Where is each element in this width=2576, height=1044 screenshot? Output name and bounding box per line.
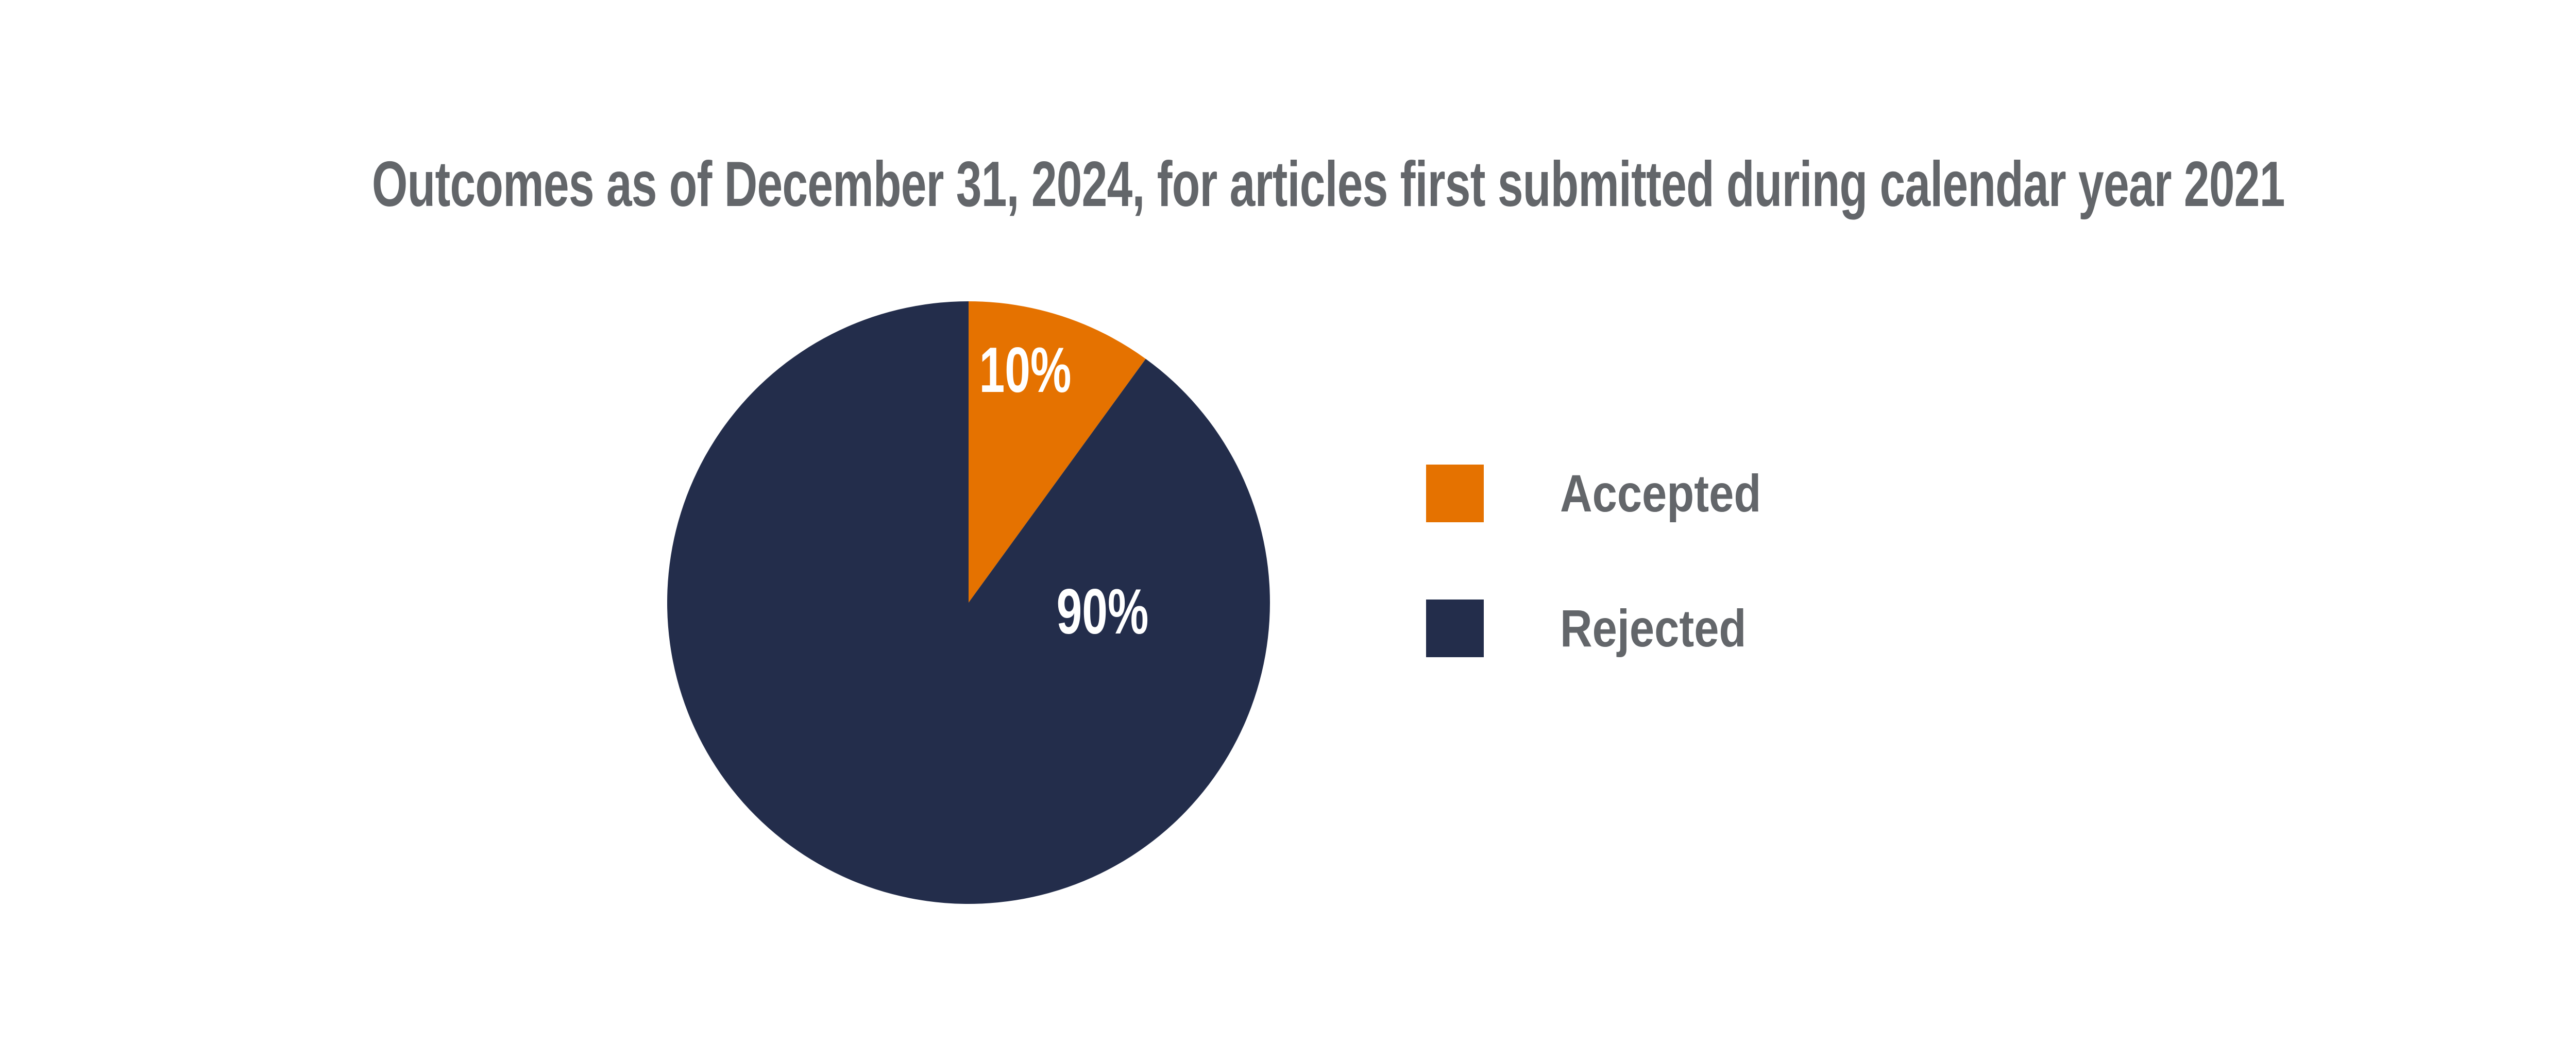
pie-chart-area [667, 301, 1270, 904]
legend: Accepted Rejected [1426, 465, 1797, 734]
chart-title: Outcomes as of December 31, 2024, for ar… [0, 149, 2576, 220]
legend-swatch-accepted [1426, 465, 1484, 522]
chart-title-text: Outcomes as of December 31, 2024, for ar… [371, 149, 2285, 220]
slice-label-accepted: 10% [979, 335, 1072, 406]
pie-slice-accepted [969, 301, 1146, 603]
slice-label-rejected: 90% [1056, 576, 1149, 647]
pie-slice-rejected [667, 301, 1270, 904]
legend-item-accepted: Accepted [1426, 465, 1797, 522]
pie-chart [667, 301, 1270, 904]
legend-swatch-rejected [1426, 600, 1484, 657]
legend-label-rejected: Rejected [1560, 599, 1747, 658]
legend-item-rejected: Rejected [1426, 600, 1797, 657]
legend-label-accepted: Accepted [1560, 464, 1761, 523]
